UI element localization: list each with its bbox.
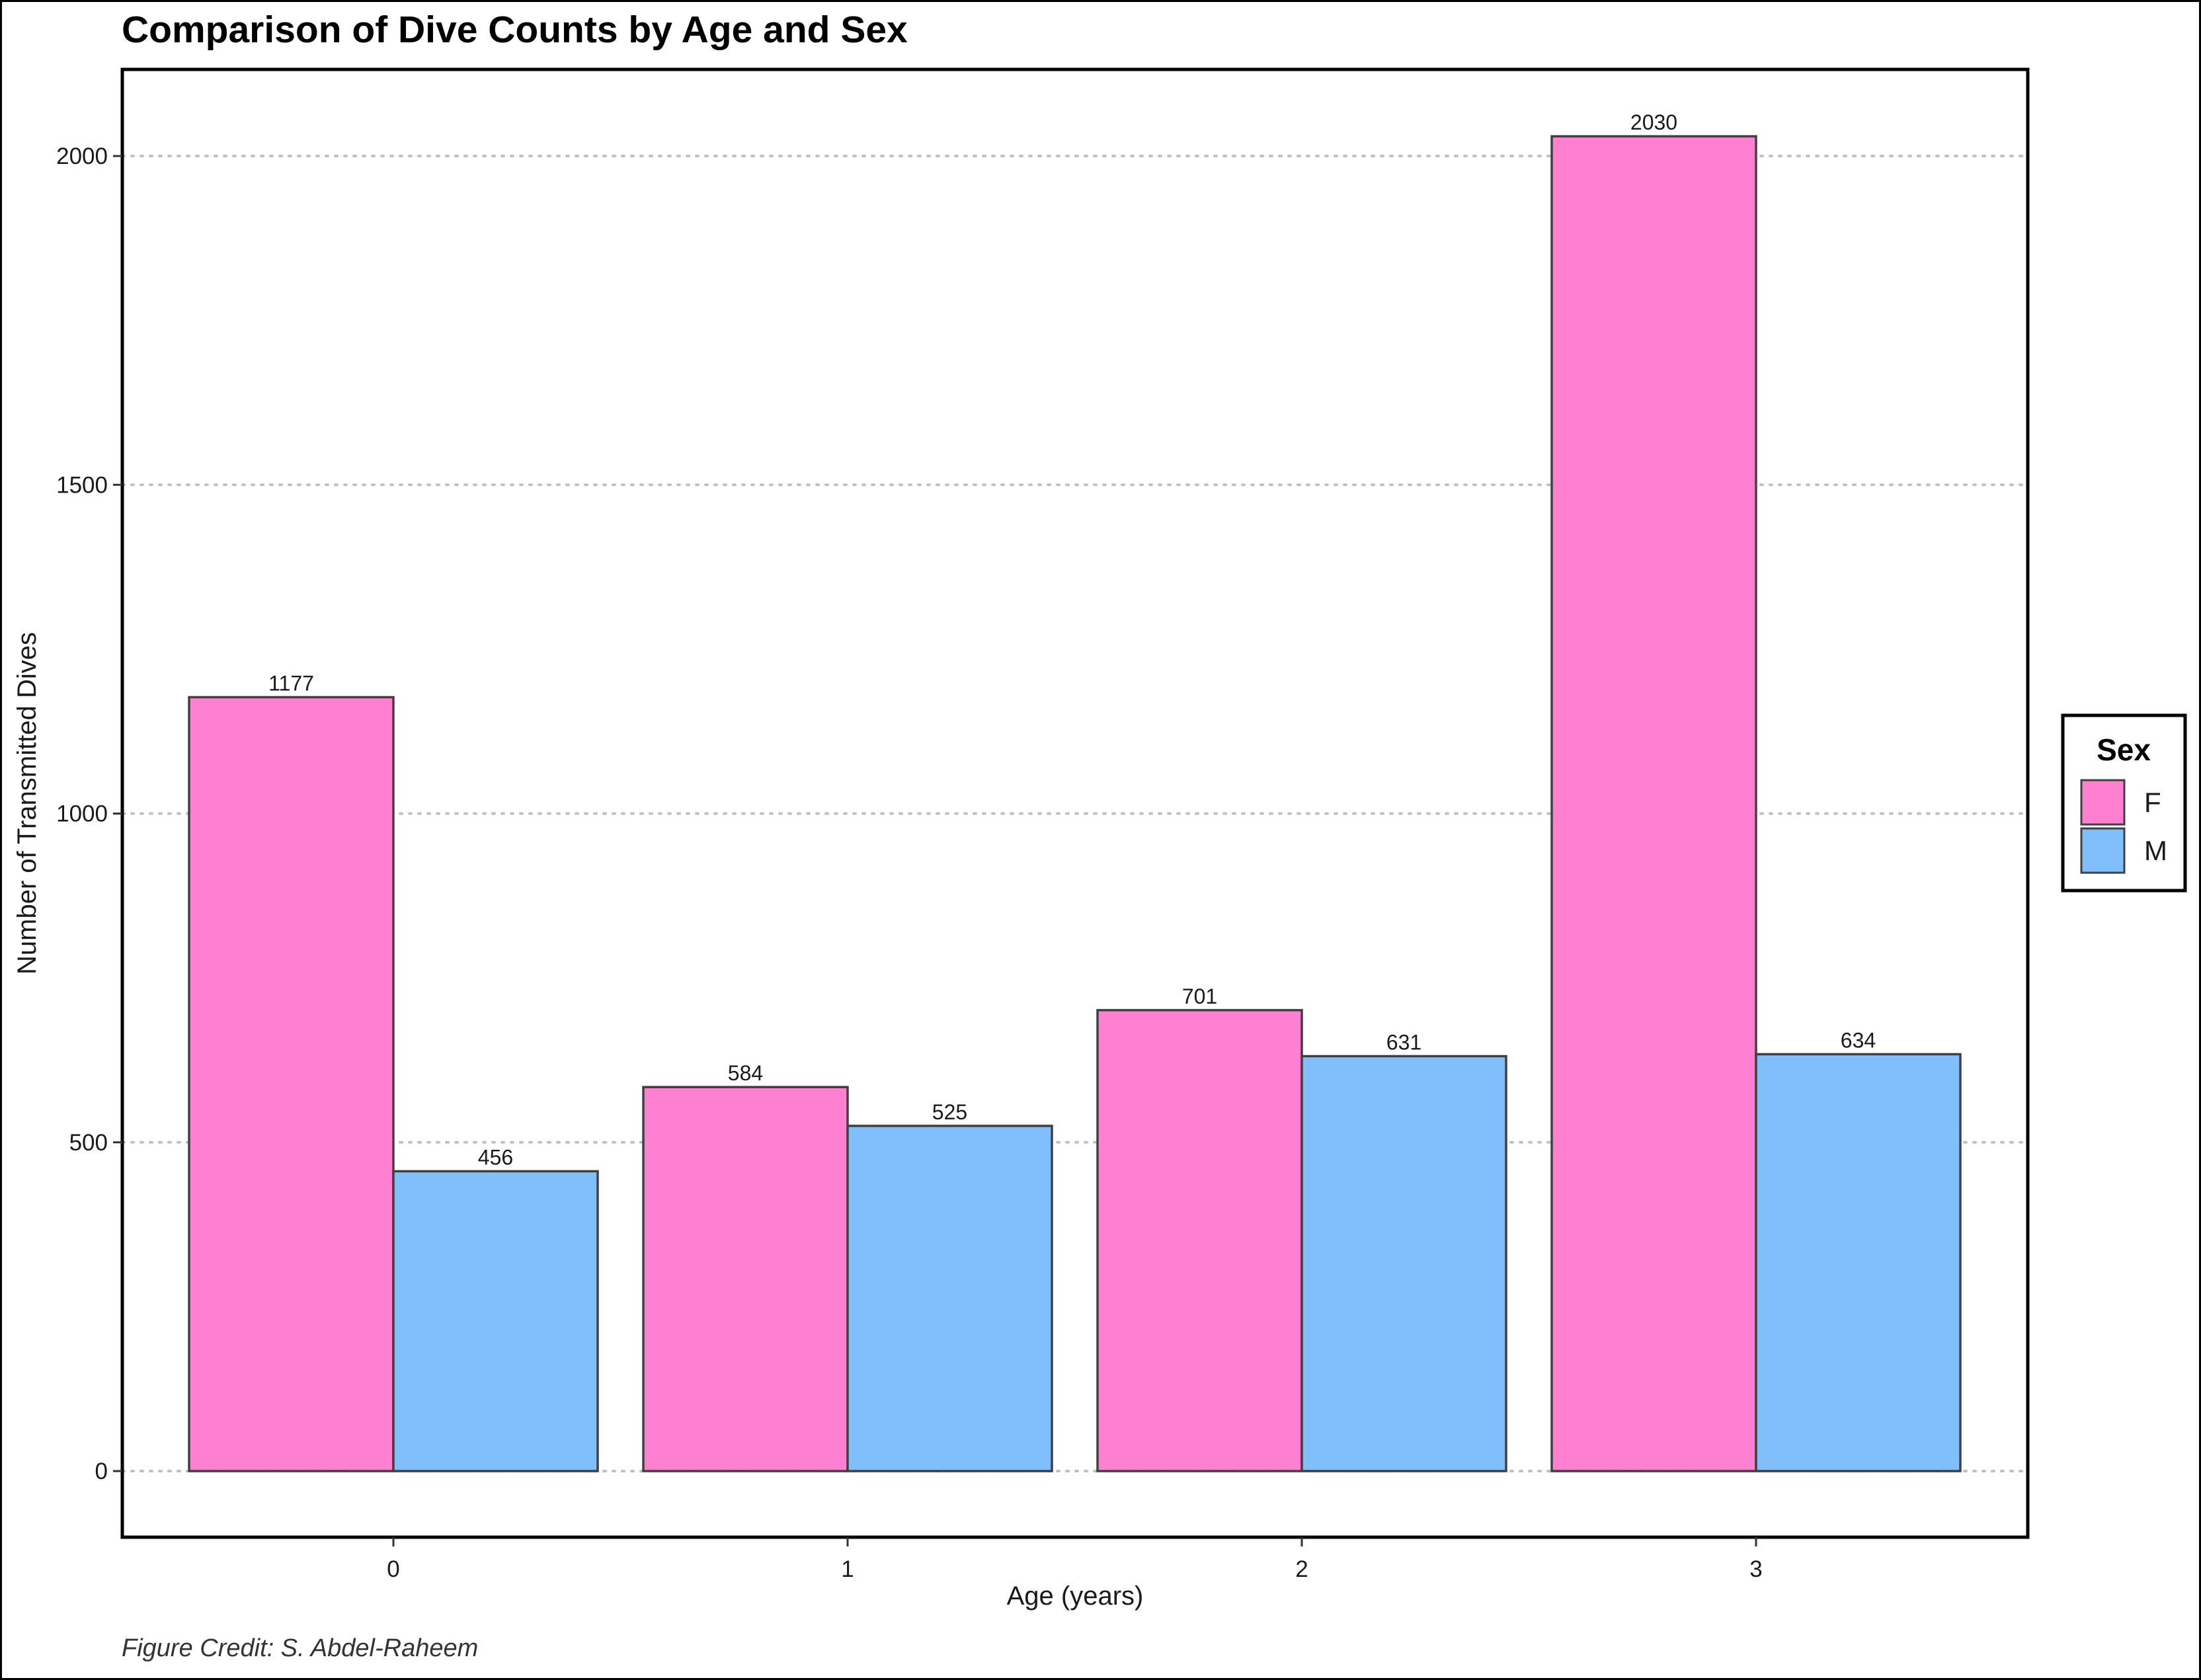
bar-f-age-1 bbox=[642, 1086, 849, 1472]
legend: Sex F M bbox=[2061, 713, 2187, 893]
x-axis-label: Age (years) bbox=[1007, 1581, 1144, 1611]
figure-caption: Figure Credit: S. Abdel-Raheem bbox=[122, 1634, 478, 1662]
data-label-m-age-2: 631 bbox=[1386, 1030, 1421, 1054]
x-tick-label-2: 2 bbox=[1295, 1556, 1308, 1582]
legend-label-f: F bbox=[2144, 787, 2161, 818]
x-tick-label-1: 1 bbox=[841, 1556, 854, 1582]
y-tick-label-500: 500 bbox=[69, 1130, 108, 1156]
y-tick-label-1500: 1500 bbox=[56, 472, 108, 498]
bar-m-age-1 bbox=[846, 1125, 1053, 1472]
chart-title: Comparison of Dive Counts by Age and Sex bbox=[122, 9, 908, 51]
y-tick-label-1000: 1000 bbox=[56, 801, 108, 827]
data-label-m-age-0: 456 bbox=[478, 1146, 513, 1170]
y-axis-label: Number of Transmitted Dives bbox=[13, 632, 42, 975]
legend-key-m bbox=[2080, 827, 2126, 874]
data-label-m-age-1: 525 bbox=[932, 1100, 967, 1124]
data-label-m-age-3: 634 bbox=[1841, 1028, 1876, 1052]
bars bbox=[188, 135, 1962, 1472]
legend-label-m: M bbox=[2144, 835, 2167, 866]
bar-f-age-3 bbox=[1550, 135, 1757, 1472]
y-axis-ticks: 0 500 1000 1500 2000 bbox=[56, 143, 122, 1484]
legend-key-f bbox=[2080, 779, 2126, 826]
bar-f-age-0 bbox=[188, 696, 395, 1472]
legend-title: Sex bbox=[2097, 733, 2151, 767]
bar-m-age-3 bbox=[1755, 1053, 1962, 1472]
x-tick-label-0: 0 bbox=[387, 1556, 399, 1582]
plot-panel-border bbox=[120, 67, 2030, 1539]
data-label-f-age-3: 2030 bbox=[1630, 110, 1677, 134]
data-label-f-age-1: 584 bbox=[728, 1061, 763, 1085]
bar-m-age-0 bbox=[392, 1170, 599, 1472]
data-label-f-age-0: 1177 bbox=[268, 671, 314, 695]
data-labels: 1177 456 584 525 701 631 2030 634 bbox=[268, 110, 1876, 1169]
bar-m-age-2 bbox=[1301, 1055, 1507, 1472]
data-label-f-age-2: 701 bbox=[1182, 984, 1217, 1008]
bar-f-age-2 bbox=[1096, 1009, 1303, 1472]
x-tick-label-3: 3 bbox=[1749, 1556, 1762, 1582]
y-tick-label-2000: 2000 bbox=[56, 143, 108, 169]
y-tick-label-0: 0 bbox=[95, 1459, 108, 1484]
x-axis-ticks: 0 1 2 3 bbox=[387, 1537, 1763, 1582]
